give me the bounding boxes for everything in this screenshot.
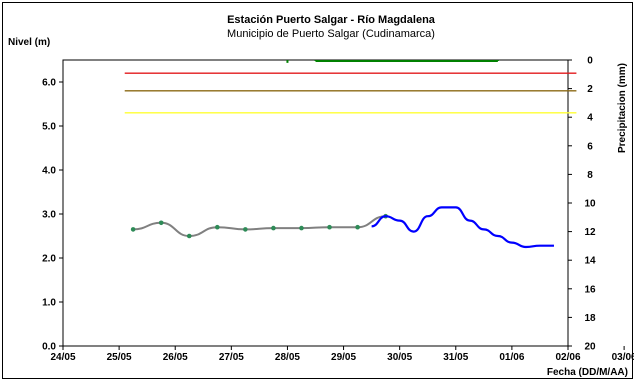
x-tick-label: 28/05 [275,352,300,363]
x-tick-label: 29/05 [331,352,356,363]
precipitation-bar [286,60,289,63]
y2-tick-label: 8 [587,170,593,181]
observed-point [186,233,192,239]
x-tick-label: 24/05 [50,352,75,363]
x-tick-label: 31/05 [443,352,468,363]
y-tick-label: 3.0 [42,210,56,221]
observed-point [215,224,220,230]
y2-tick-label: 18 [584,313,596,324]
x-tick-label: 25/05 [107,352,132,363]
y2-tick-label: 14 [584,256,596,267]
chart-title: Estación Puerto Salgar - Río Magdalena [227,14,436,26]
chart-frame: Estación Puerto Salgar - Río Magdalena M… [2,2,634,379]
observed-series-line [133,215,386,238]
observed-point [355,224,360,230]
y2-axis-label: Precipitacion (mm) [617,63,628,153]
y2-tick-label: 10 [584,199,596,210]
y2-tick-label: 4 [587,113,593,124]
observed-point [271,225,276,231]
chart-subtitle: Municipio de Puerto Salgar (Cudinamarca) [227,28,435,40]
x-tick-label: 27/05 [219,352,244,363]
x-axis-label: Fecha (DD/M/AA) [547,367,628,378]
x-tick-label: 30/05 [387,352,412,363]
x-tick-label: 02/06 [555,352,580,363]
observed-point [299,225,304,231]
y-tick-label: 1.0 [42,298,56,309]
x-tick-label: 03/06 [612,352,634,363]
x-tick-label: 26/05 [163,352,188,363]
y2-tick-label: 16 [584,284,596,295]
observed-point [243,227,248,232]
y2-tick-label: 0 [587,56,593,67]
level-chart: Estación Puerto Salgar - Río Magdalena M… [8,14,634,378]
y-tick-label: 4.0 [42,166,56,177]
forecast-series-line [371,206,554,249]
observed-point [158,220,164,226]
observed-point [327,224,332,230]
y-tick-label: 2.0 [42,254,56,265]
y2-tick-label: 6 [587,141,593,152]
observed-point [130,227,136,232]
y-tick-label: 0.0 [42,342,56,353]
y-tick-label: 5.0 [42,122,56,133]
plot-area [62,59,569,347]
y2-tick-label: 20 [584,342,596,353]
x-tick-label: 01/06 [499,352,524,363]
y2-tick-label: 2 [587,84,593,95]
y-tick-label: 6.0 [42,78,56,89]
y2-tick-label: 12 [584,227,596,238]
precipitation-band [315,60,498,62]
y-axis-label: Nivel (m) [8,37,50,48]
